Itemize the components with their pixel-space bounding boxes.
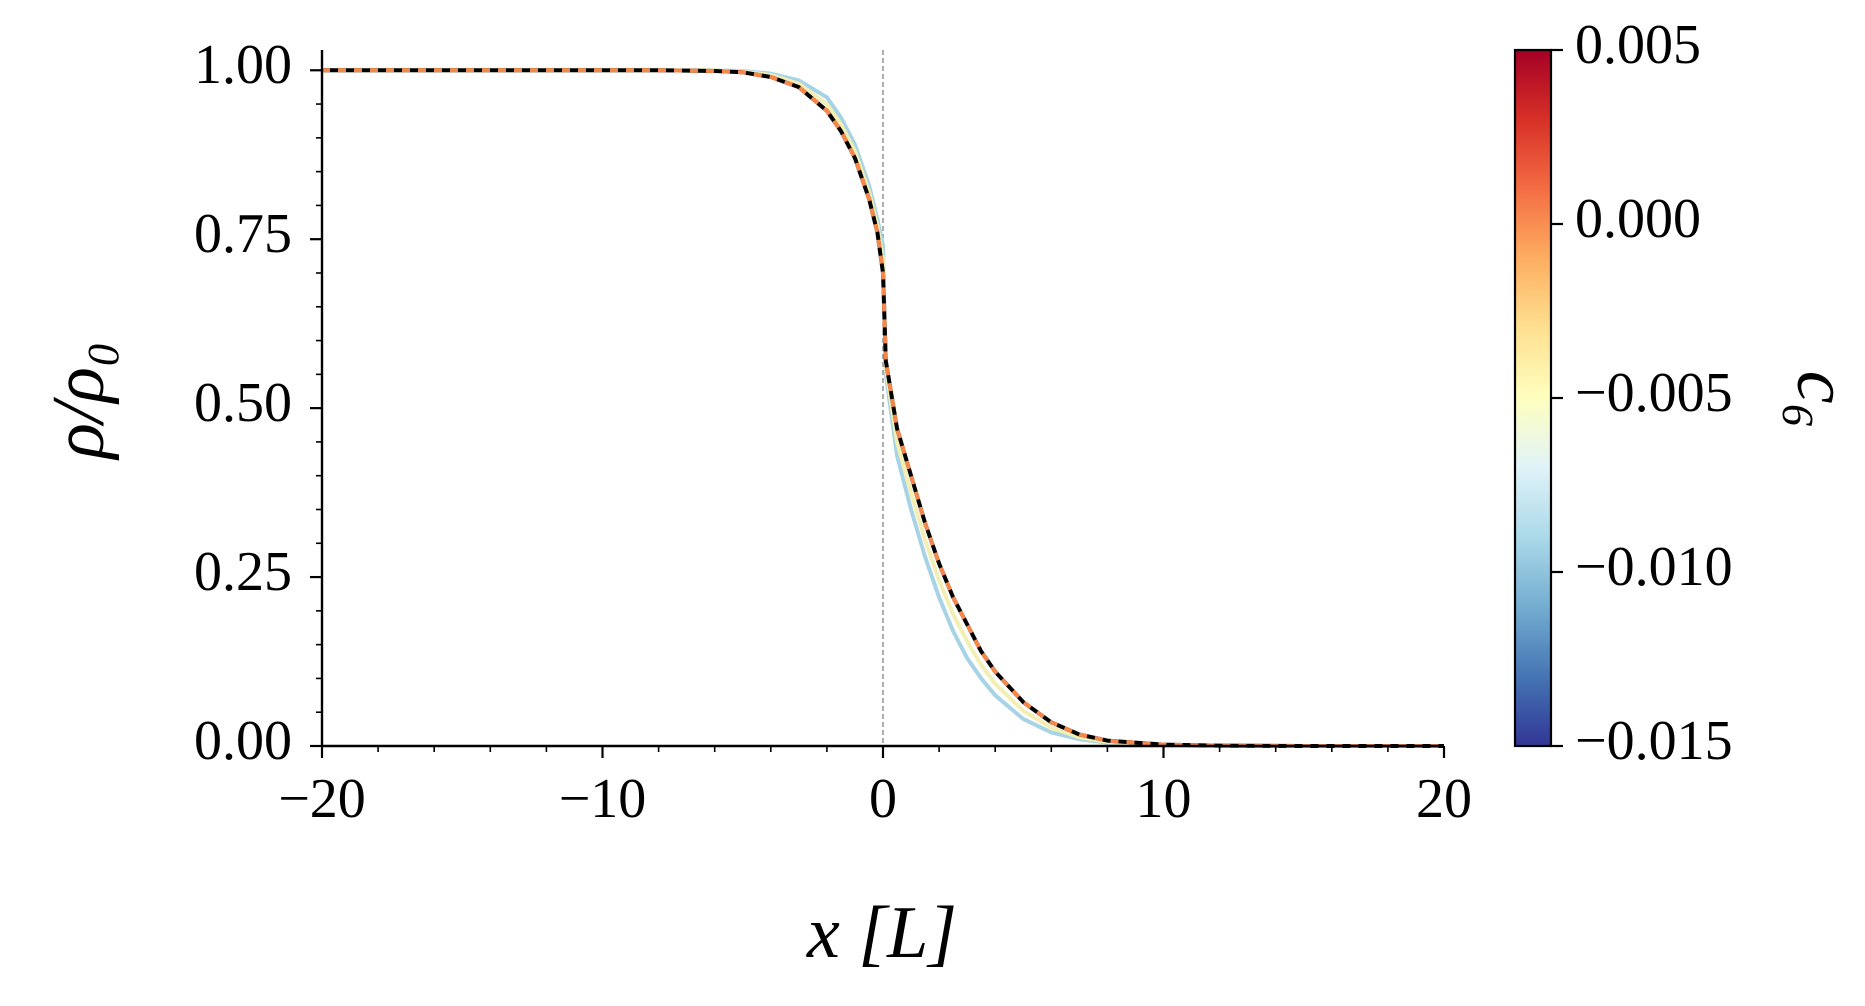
colorbar-tick-label: −0.015 bbox=[1575, 710, 1733, 772]
colorbar-tick-label: 0.000 bbox=[1575, 188, 1701, 250]
y-axis-label: ρ/ρ₀ bbox=[38, 341, 120, 460]
y-tick-label: 0.00 bbox=[194, 710, 292, 772]
colorbar-label: c₆ bbox=[1781, 371, 1863, 430]
x-tick-label: 10 bbox=[1136, 768, 1192, 830]
colorbar-tick-label: 0.005 bbox=[1575, 14, 1701, 76]
x-tick-label: −20 bbox=[278, 768, 366, 830]
x-tick-label: 20 bbox=[1416, 768, 1472, 830]
y-tick-label: 0.50 bbox=[194, 372, 292, 434]
y-tick-label: 0.75 bbox=[194, 203, 292, 265]
data-line bbox=[322, 68, 1444, 748]
y-tick-label: 1.00 bbox=[194, 34, 292, 96]
x-tick-label: −10 bbox=[559, 768, 647, 830]
x-tick-label: 0 bbox=[869, 768, 897, 830]
y-tick-label: 0.25 bbox=[194, 541, 292, 603]
colorbar bbox=[1513, 48, 1553, 748]
colorbar-tick-label: −0.005 bbox=[1575, 362, 1733, 424]
colorbar-tick-label: −0.010 bbox=[1575, 536, 1733, 598]
x-axis-label: x [L] bbox=[806, 892, 957, 974]
